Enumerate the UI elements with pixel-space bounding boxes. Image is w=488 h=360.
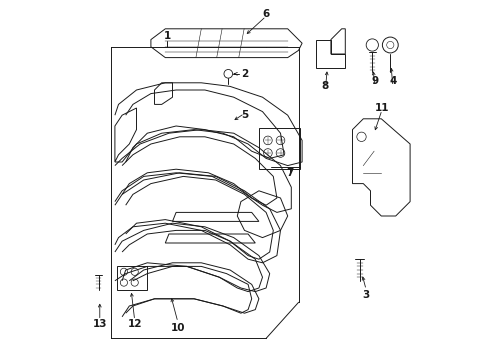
Text: 7: 7	[285, 168, 293, 178]
Text: 13: 13	[92, 319, 107, 329]
Text: 2: 2	[241, 69, 248, 79]
Text: 3: 3	[362, 290, 369, 300]
Text: 12: 12	[127, 319, 142, 329]
Text: 9: 9	[370, 76, 378, 86]
Text: 11: 11	[374, 103, 388, 113]
Text: 1: 1	[163, 31, 170, 41]
Text: 8: 8	[321, 81, 328, 91]
Text: 4: 4	[388, 76, 396, 86]
Text: 10: 10	[170, 323, 185, 333]
Bar	[258, 128, 300, 169]
Text: 5: 5	[241, 110, 247, 120]
Bar	[117, 266, 147, 290]
Text: 6: 6	[262, 9, 269, 19]
